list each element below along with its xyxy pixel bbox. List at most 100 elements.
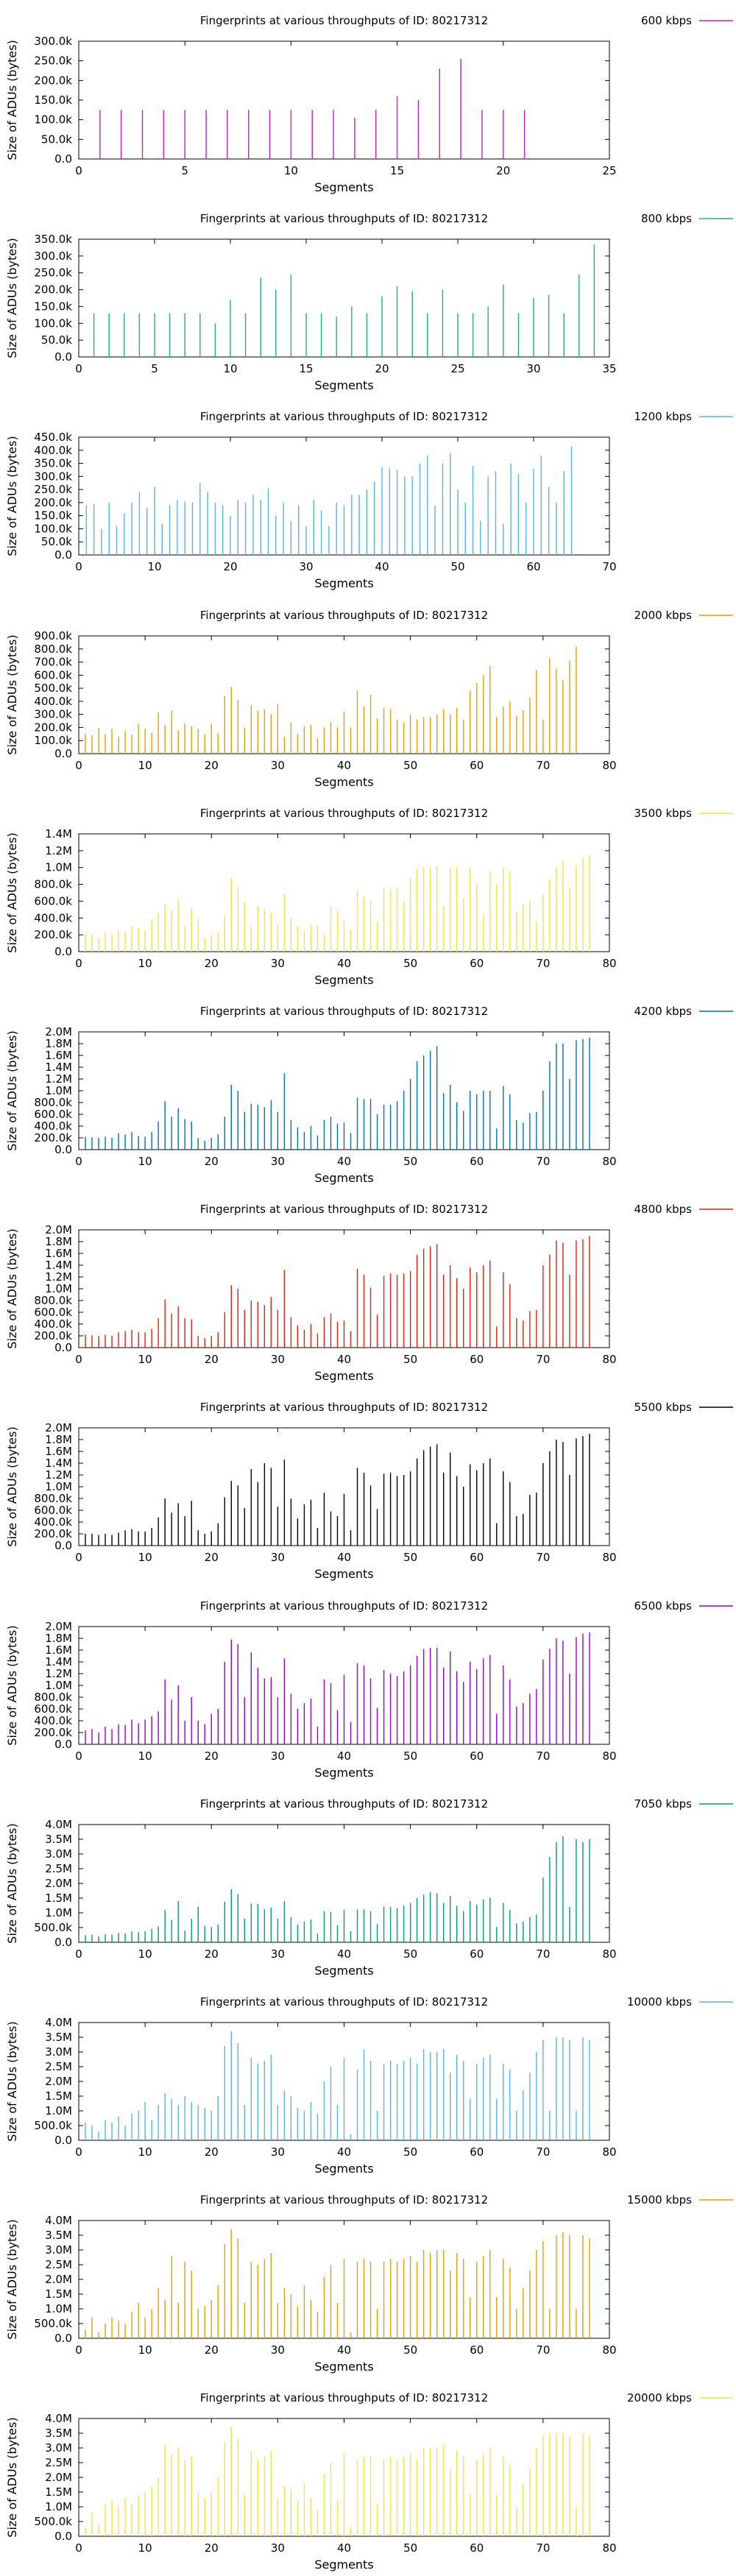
y-tick-label: 1.5M — [45, 2287, 72, 2301]
chart-title: Fingerprints at various throughputs of I… — [200, 1797, 488, 1811]
y-tick-label: 1.5M — [45, 1892, 72, 1905]
x-tick-label: 5 — [151, 362, 158, 375]
y-tick-label: 50.0k — [41, 333, 72, 347]
x-tick-label: 70 — [536, 759, 550, 772]
x-tick-label: 80 — [602, 759, 616, 772]
y-tick-label: 4.0M — [45, 2214, 72, 2227]
chart-svg: Fingerprints at various throughputs of I… — [5, 1797, 733, 1978]
y-tick-label: 500.0k — [34, 1921, 72, 1934]
y-tick-label: 1.6M — [45, 1247, 72, 1260]
y-tick-label: 2.0M — [45, 2471, 72, 2484]
chart-svg: Fingerprints at various throughputs of I… — [5, 609, 733, 789]
plot-frame — [78, 40, 610, 160]
x-tick-label: 20 — [205, 2145, 219, 2159]
y-tick-label: 2.0M — [45, 2273, 72, 2286]
y-axis-label: Size of ADUs (bytes) — [5, 238, 19, 358]
x-tick-label: 30 — [271, 2541, 285, 2555]
y-tick-label: 1.6M — [45, 1445, 72, 1458]
x-axis-label: Segments — [314, 1567, 373, 1581]
chart-panel: Fingerprints at various throughputs of I… — [0, 1783, 736, 1981]
y-axis-label: Size of ADUs (bytes) — [5, 436, 19, 556]
y-tick-label: 600.0k — [34, 1306, 72, 1319]
y-tick-label: 1.0M — [45, 1906, 72, 1919]
y-tick-label: 2.5M — [45, 2258, 72, 2271]
y-tick-label: 400.0k — [34, 1119, 72, 1133]
plot-frame — [78, 238, 610, 358]
x-tick-label: 10 — [138, 1353, 152, 1366]
x-tick-label: 40 — [337, 957, 351, 970]
x-tick-label: 40 — [375, 560, 389, 573]
y-tick-label: 2.0M — [45, 1421, 72, 1434]
y-tick-label: 450.0k — [34, 431, 72, 444]
y-tick-label: 1.0M — [45, 1084, 72, 1097]
y-tick-label: 600.0k — [34, 1702, 72, 1716]
chart-svg: Fingerprints at various throughputs of I… — [5, 14, 733, 194]
x-tick-label: 10 — [138, 1551, 152, 1564]
y-tick-label: 0.0 — [54, 548, 72, 562]
y-tick-label: 400.0k — [34, 444, 72, 457]
x-tick-label: 20 — [205, 1749, 219, 1763]
y-tick-label: 3.5M — [45, 2031, 72, 2044]
y-tick-label: 500.0k — [34, 2515, 72, 2528]
y-tick-label: 1.4M — [45, 1259, 72, 1272]
chart-panel: Fingerprints at various throughputs of I… — [0, 0, 736, 198]
y-tick-label: 500.0k — [34, 682, 72, 695]
x-tick-label: 50 — [403, 2541, 417, 2555]
y-tick-label: 3.0M — [45, 2441, 72, 2455]
x-tick-label: 70 — [536, 957, 550, 970]
chart-panel: Fingerprints at various throughputs of I… — [0, 2377, 736, 2575]
y-tick-label: 300.0k — [34, 250, 72, 263]
y-tick-label: 1.0M — [45, 1679, 72, 1692]
x-tick-label: 20 — [205, 759, 219, 772]
x-tick-label: 10 — [138, 2343, 152, 2357]
x-tick-label: 20 — [205, 2343, 219, 2357]
y-axis-label: Size of ADUs (bytes) — [5, 1427, 19, 1547]
x-tick-label: 10 — [138, 2541, 152, 2555]
y-tick-label: 1.2M — [45, 1667, 72, 1680]
x-tick-label: 40 — [337, 2343, 351, 2357]
chart-svg: Fingerprints at various throughputs of I… — [5, 2391, 733, 2572]
chart-panel: Fingerprints at various throughputs of I… — [0, 396, 736, 594]
y-tick-label: 0.0 — [54, 1738, 72, 1751]
x-tick-label: 30 — [271, 1749, 285, 1763]
x-tick-label: 50 — [403, 759, 417, 772]
chart-svg: Fingerprints at various throughputs of I… — [5, 1995, 733, 2176]
y-tick-label: 3.5M — [45, 2229, 72, 2242]
x-tick-label: 40 — [337, 1155, 351, 1168]
y-tick-label: 1.0M — [45, 1480, 72, 1493]
y-tick-label: 700.0k — [34, 655, 72, 668]
y-tick-label: 200.0k — [34, 1527, 72, 1540]
y-tick-label: 300.0k — [34, 35, 72, 48]
y-tick-label: 0.0 — [54, 152, 72, 166]
x-tick-label: 70 — [602, 560, 616, 573]
x-tick-label: 20 — [205, 1551, 219, 1564]
x-tick-label: 70 — [536, 2541, 550, 2555]
x-tick-label: 20 — [205, 1353, 219, 1366]
y-axis-label: Size of ADUs (bytes) — [5, 832, 19, 952]
chart-title: Fingerprints at various throughputs of I… — [200, 2391, 488, 2405]
x-axis-label: Segments — [314, 1369, 373, 1383]
x-tick-label: 10 — [138, 1749, 152, 1763]
y-tick-label: 0.0 — [54, 1936, 72, 1949]
x-tick-label: 80 — [602, 1551, 616, 1564]
legend-label: 10000 kbps — [627, 1995, 692, 2009]
y-tick-label: 100.0k — [34, 734, 72, 747]
y-tick-label: 2.5M — [45, 2456, 72, 2469]
legend-label: 600 kbps — [641, 14, 692, 27]
legend-label: 4200 kbps — [634, 1005, 693, 1018]
x-tick-label: 50 — [403, 1749, 417, 1763]
chart-panel: Fingerprints at various throughputs of I… — [0, 198, 736, 396]
x-tick-label: 50 — [403, 2145, 417, 2159]
x-tick-label: 20 — [205, 1155, 219, 1168]
chart-panel: Fingerprints at various throughputs of I… — [0, 595, 736, 793]
y-tick-label: 4.0M — [45, 2016, 72, 2029]
x-tick-label: 20 — [205, 1947, 219, 1961]
chart-svg: Fingerprints at various throughputs of I… — [5, 1401, 733, 1581]
y-tick-label: 2.0M — [45, 1877, 72, 1890]
y-tick-label: 3.0M — [45, 2243, 72, 2257]
y-tick-label: 1.2M — [45, 1072, 72, 1086]
x-tick-label: 50 — [403, 1155, 417, 1168]
x-tick-label: 25 — [602, 164, 616, 177]
y-tick-label: 200.0k — [34, 74, 72, 87]
x-tick-label: 0 — [75, 362, 82, 375]
